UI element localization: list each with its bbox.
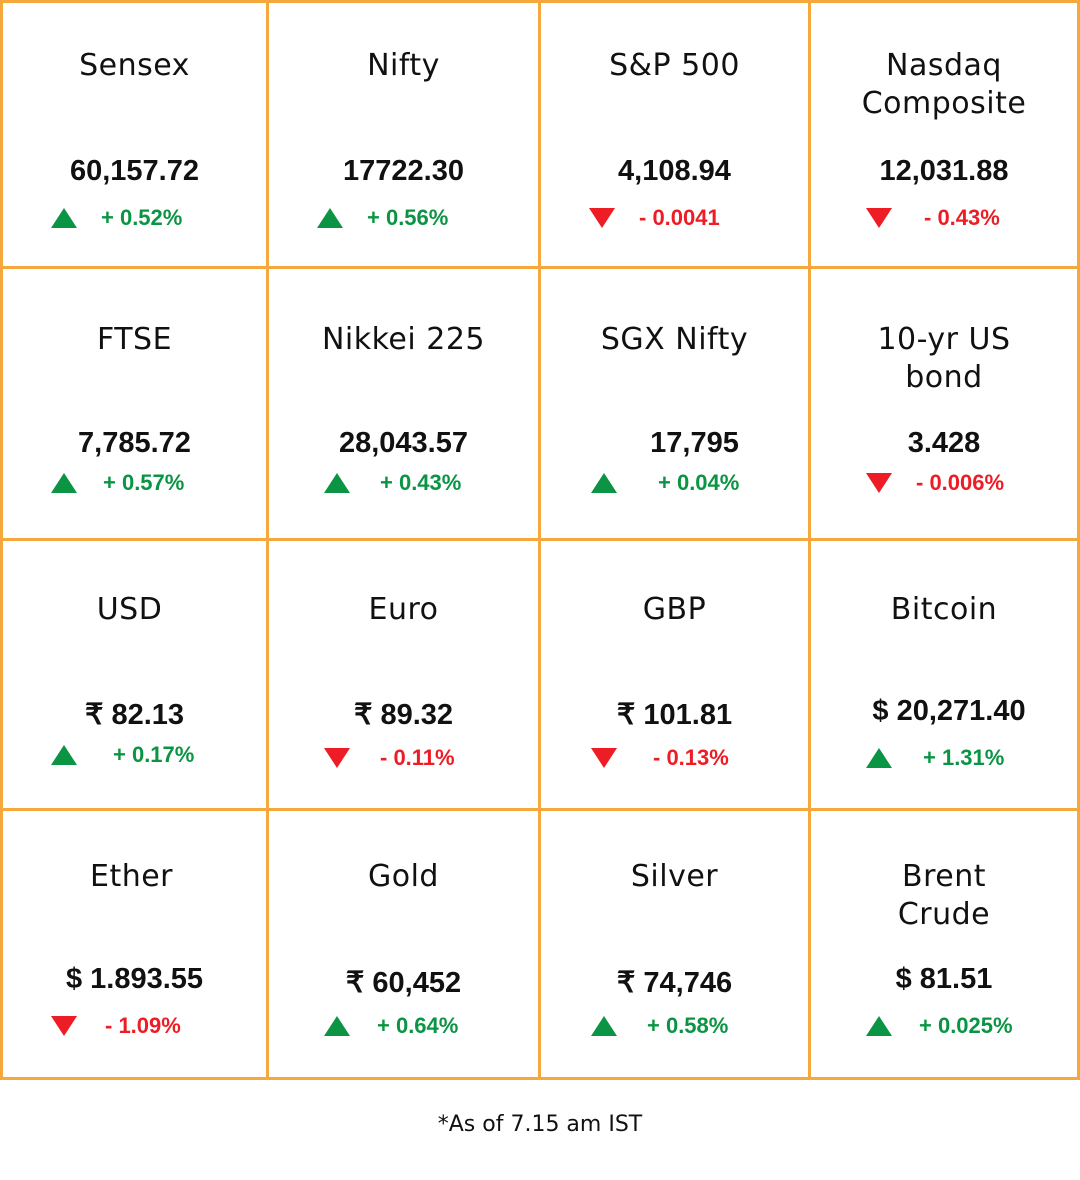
tile-name: SGX Nifty — [600, 322, 749, 357]
tile-name: Brent Crude — [897, 859, 991, 932]
tile-silver: Silver ₹ 74,746 + 0.58% — [541, 811, 811, 1077]
change-row: - 0.006% — [866, 468, 1067, 498]
triangle-up-icon — [591, 1016, 617, 1036]
tile-name: Sensex — [79, 48, 190, 83]
tile-value: 7,785.72 — [78, 427, 191, 459]
tile-name: USD — [96, 592, 163, 627]
triangle-up-icon — [51, 208, 77, 228]
tile-value: $ 20,271.40 — [872, 695, 1026, 727]
triangle-up-icon — [324, 1016, 350, 1036]
change-row: + 0.43% — [324, 468, 528, 498]
change-text: - 0.43% — [924, 205, 1000, 230]
tile-name: 10-yr US bond — [877, 322, 1011, 395]
tile-value: 17,795 — [650, 427, 739, 459]
tile-brent-crude: Brent Crude $ 81.51 + 0.025% — [811, 811, 1077, 1077]
tile-value: 4,108.94 — [618, 155, 731, 187]
change-row: - 1.09% — [51, 1011, 256, 1041]
tile-name: Nikkei 225 — [321, 322, 486, 357]
tile-value: ₹ 101.81 — [616, 699, 733, 731]
change-text: - 1.09% — [105, 1013, 181, 1038]
change-text: - 0.0041 — [639, 205, 720, 230]
change-row: + 0.52% — [51, 203, 256, 233]
triangle-down-icon — [51, 1016, 77, 1036]
change-text: + 0.025% — [919, 1013, 1013, 1038]
triangle-down-icon — [324, 748, 350, 768]
triangle-up-icon — [51, 745, 77, 765]
tile-gold: Gold ₹ 60,452 + 0.64% — [269, 811, 541, 1077]
tile-value: ₹ 89.32 — [353, 699, 454, 731]
triangle-up-icon — [591, 473, 617, 493]
change-text: - 0.11% — [380, 745, 455, 770]
change-row: + 0.025% — [866, 1011, 1067, 1041]
change-row: + 0.04% — [591, 468, 798, 498]
tile-name: S&P 500 — [609, 48, 740, 83]
triangle-down-icon — [589, 208, 615, 228]
change-text: + 1.31% — [923, 745, 1005, 770]
change-text: + 0.64% — [377, 1013, 459, 1038]
tile-value: ₹ 60,452 — [345, 967, 462, 999]
tile-gbp: GBP ₹ 101.81 - 0.13% — [541, 541, 811, 811]
tile-ether: Ether $ 1.893.55 - 1.09% — [3, 811, 269, 1077]
triangle-down-icon — [866, 208, 892, 228]
triangle-up-icon — [866, 748, 892, 768]
change-text: + 0.56% — [367, 205, 449, 230]
tile-usd: USD ₹ 82.13 + 0.17% — [3, 541, 269, 811]
change-row: - 0.0041 — [589, 203, 798, 233]
change-row: - 0.13% — [591, 743, 798, 773]
tile-value: 60,157.72 — [69, 155, 199, 187]
change-row: + 0.58% — [591, 1011, 798, 1041]
change-text: - 0.13% — [653, 745, 729, 770]
tile-name: GBP — [642, 592, 707, 627]
tile-sgx-nifty: SGX Nifty 17,795 + 0.04% — [541, 269, 811, 541]
tile-value: $ 81.51 — [895, 963, 993, 995]
triangle-up-icon — [51, 473, 77, 493]
tile-name: Euro — [368, 592, 439, 627]
tile-nasdaq: Nasdaq Composite 12,031.88 - 0.43% — [811, 3, 1077, 269]
tile-nifty: Nifty 17722.30 + 0.56% — [269, 3, 541, 269]
change-row: + 1.31% — [866, 743, 1067, 773]
tile-name: Bitcoin — [890, 592, 998, 627]
tile-value: ₹ 74,746 — [616, 967, 733, 999]
tile-name: FTSE — [96, 322, 173, 357]
change-text: + 0.04% — [658, 470, 740, 495]
tile-value: 3.428 — [907, 427, 981, 459]
tile-value: 17722.30 — [343, 155, 464, 187]
tile-nikkei: Nikkei 225 28,043.57 + 0.43% — [269, 269, 541, 541]
tile-bitcoin: Bitcoin $ 20,271.40 + 1.31% — [811, 541, 1077, 811]
change-row: + 0.17% — [51, 740, 256, 770]
triangle-up-icon — [866, 1016, 892, 1036]
change-row: - 0.11% — [324, 743, 528, 773]
tile-value: ₹ 82.13 — [84, 699, 185, 731]
change-text: + 0.57% — [103, 470, 185, 495]
tile-name: Gold — [368, 859, 439, 894]
tile-name: Silver — [630, 859, 719, 894]
tile-value: 12,031.88 — [879, 155, 1009, 187]
change-row: + 0.56% — [317, 203, 528, 233]
tile-name: Ether — [89, 859, 174, 894]
change-row: + 0.57% — [51, 468, 256, 498]
tile-value: 28,043.57 — [338, 427, 468, 459]
tile-name: Nifty — [367, 48, 440, 83]
change-row: + 0.64% — [324, 1011, 528, 1041]
triangle-down-icon — [866, 473, 892, 493]
change-row: - 0.43% — [866, 203, 1067, 233]
change-text: + 0.58% — [647, 1013, 729, 1038]
change-text: - 0.006% — [916, 470, 1005, 495]
tile-euro: Euro ₹ 89.32 - 0.11% — [269, 541, 541, 811]
footnote: *As of 7.15 am IST — [437, 1112, 643, 1137]
tile-name: Nasdaq Composite — [861, 48, 1027, 121]
tile-sensex: Sensex 60,157.72 + 0.52% — [3, 3, 269, 269]
tile-us-bond: 10-yr US bond 3.428 - 0.006% — [811, 269, 1077, 541]
triangle-up-icon — [317, 208, 343, 228]
tile-ftse: FTSE 7,785.72 + 0.57% — [3, 269, 269, 541]
change-text: + 0.43% — [380, 470, 462, 495]
market-grid: Sensex 60,157.72 + 0.52% Nifty 17722.30 … — [0, 0, 1080, 1080]
change-text: + 0.17% — [113, 742, 195, 767]
tile-sp500: S&P 500 4,108.94 - 0.0041 — [541, 3, 811, 269]
triangle-down-icon — [591, 748, 617, 768]
triangle-up-icon — [324, 473, 350, 493]
change-text: + 0.52% — [101, 205, 183, 230]
tile-value: $ 1.893.55 — [65, 963, 204, 995]
